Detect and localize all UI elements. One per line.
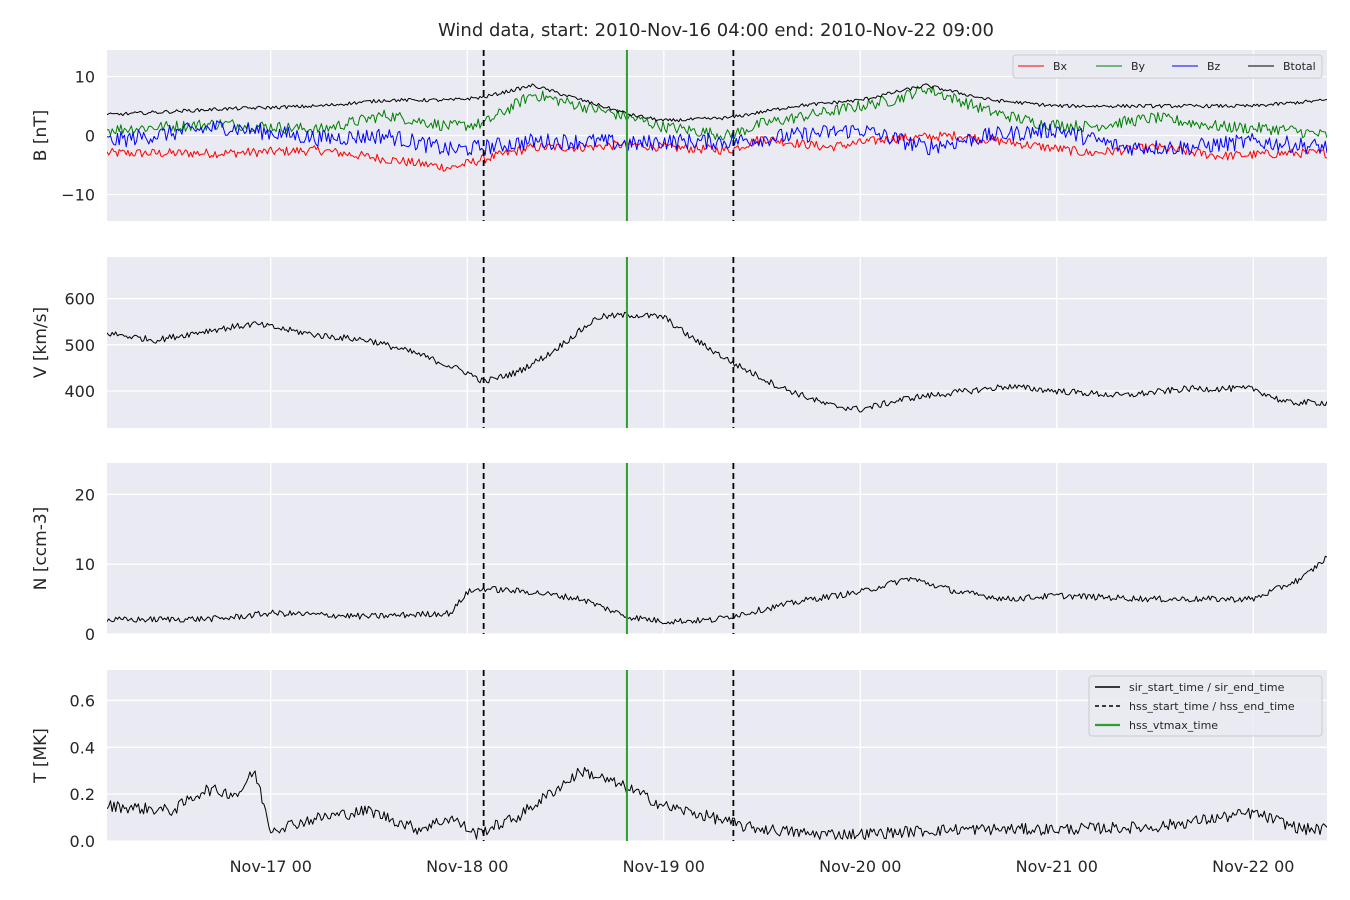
y-tick-label: 600 — [64, 290, 95, 309]
panel-T: 0.0 0.2 0.4 0.6 T [MK] sir_start_time / sir_e… — [31, 670, 1327, 876]
y-tick-label: 500 — [64, 336, 95, 355]
x-tick-label: Nov-18 00 — [426, 857, 508, 876]
legend-label: By — [1131, 60, 1146, 73]
legend-label: hss_vtmax_time — [1129, 719, 1218, 732]
y-tick-label: 0.4 — [70, 738, 95, 757]
series-v-line — [107, 311, 1327, 413]
panel-N: 0 10 20 N [ccm-3] — [31, 463, 1327, 644]
legend-label: sir_start_time / sir_end_time — [1129, 681, 1285, 694]
y-axis-label: T [MK] — [31, 728, 51, 784]
series-bz-line — [107, 120, 1327, 156]
series-bx-line — [107, 131, 1327, 172]
y-tick-label: 10 — [75, 68, 95, 87]
panel-background — [107, 257, 1327, 428]
y-tick-label: 0.6 — [70, 691, 95, 710]
x-tick-label: Nov-22 00 — [1212, 857, 1294, 876]
series-n-line — [107, 555, 1327, 625]
legend-label: Btotal — [1283, 60, 1316, 73]
y-axis-label: N [ccm-3] — [31, 507, 51, 591]
y-axis-label: B [nT] — [31, 110, 51, 162]
y-tick-label: 0.2 — [70, 785, 95, 804]
y-axis-label: V [km/s] — [31, 307, 51, 378]
legend-box — [1088, 675, 1323, 737]
series-btotal-line — [107, 83, 1327, 123]
series-by-line — [107, 85, 1327, 141]
x-tick-label: Nov-19 00 — [623, 857, 705, 876]
legend-box — [1012, 54, 1323, 79]
panel-B: −10 0 10 B [nT] Bx By Bz Btotal — [31, 50, 1327, 221]
panel-background — [107, 463, 1327, 634]
y-tick-label: 0 — [85, 127, 95, 146]
panel-V: 400 500 600 V [km/s] — [31, 257, 1327, 428]
panels: −10 0 10 B [nT] Bx By Bz Btotal 400 500 600 V [km/s… — [31, 50, 1327, 876]
y-tick-label: −10 — [61, 185, 95, 204]
x-tick-label: Nov-21 00 — [1016, 857, 1098, 876]
legend-label: Bz — [1207, 60, 1221, 73]
y-tick-label: 0 — [85, 625, 95, 644]
y-tick-label: 10 — [75, 555, 95, 574]
legend-label: Bx — [1053, 60, 1068, 73]
y-tick-label: 400 — [64, 382, 95, 401]
chart-title: Wind data, start: 2010-Nov-16 04:00 end:… — [438, 20, 994, 41]
y-tick-label: 0.0 — [70, 832, 95, 851]
y-tick-label: 20 — [75, 485, 95, 504]
x-tick-label: Nov-17 00 — [230, 857, 312, 876]
legend-label: hss_start_time / hss_end_time — [1129, 700, 1295, 713]
legend-t: sir_start_time / sir_end_time hss_start_t… — [1088, 675, 1323, 737]
x-tick-label: Nov-20 00 — [819, 857, 901, 876]
legend-b: Bx By Bz Btotal — [1012, 54, 1323, 79]
series-t-line — [107, 767, 1327, 840]
